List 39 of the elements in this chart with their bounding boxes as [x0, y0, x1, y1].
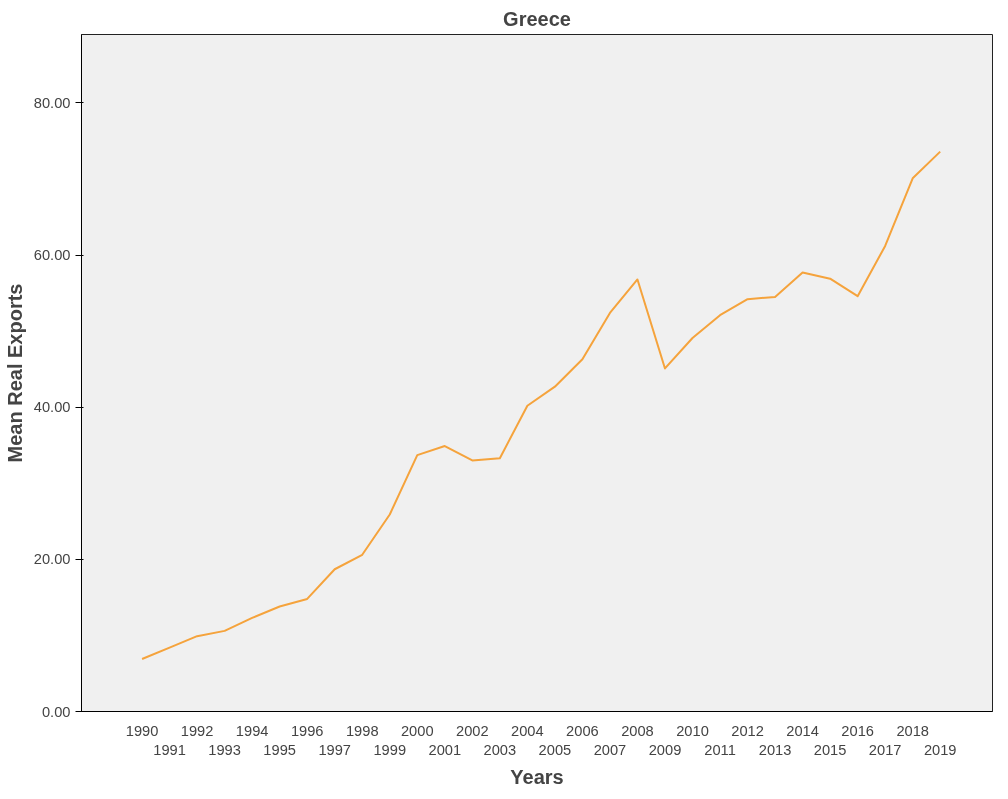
- chart-title: Greece: [503, 7, 571, 30]
- x-tick-label: 2013: [758, 741, 792, 758]
- x-tick-label: 2005: [538, 741, 572, 758]
- x-tick-label: 2009: [648, 741, 682, 758]
- x-tick-label: 2017: [868, 741, 902, 758]
- y-tick-label: 80.00: [33, 94, 71, 111]
- x-tick-label: 1991: [153, 741, 186, 758]
- x-tick-label: 2018: [896, 722, 929, 739]
- x-tick-label: 1992: [180, 722, 214, 739]
- x-tick-label: 2000: [400, 722, 434, 739]
- x-tick-label: 1999: [373, 741, 407, 758]
- x-tick-label: 1995: [263, 741, 296, 758]
- x-tick-label: 2014: [786, 722, 819, 739]
- x-tick-label: 2019: [923, 741, 957, 758]
- x-tick-label: 1990: [125, 722, 159, 739]
- x-tick-label: 2004: [511, 722, 544, 739]
- y-tick-label: 40.00: [33, 399, 71, 416]
- y-tick-label: 0.00: [41, 703, 71, 720]
- y-tick-label: 20.00: [33, 551, 71, 568]
- y-axis-title: Mean Real Exports: [3, 283, 26, 463]
- x-tick-label: 1997: [318, 741, 352, 758]
- x-tick-label: 2001: [428, 741, 462, 758]
- x-axis-title: Years: [510, 765, 564, 788]
- x-tick-label: 2008: [621, 722, 654, 739]
- x-tick-label: 1994: [235, 722, 269, 739]
- x-tick-label: 2002: [456, 722, 489, 739]
- x-tick-label: 2007: [593, 741, 627, 758]
- x-tick-label: 2016: [841, 722, 874, 739]
- x-tick-label: 2015: [813, 741, 847, 758]
- x-tick-label: 1996: [290, 722, 324, 739]
- y-tick-label: 60.00: [33, 247, 71, 264]
- x-tick-label: 2006: [566, 722, 599, 739]
- line-series: [141, 150, 942, 661]
- x-tick-label: 2010: [676, 722, 709, 739]
- x-tick-label: 2011: [704, 741, 736, 758]
- x-tick-label: 1998: [345, 722, 379, 739]
- x-tick-label: 1993: [208, 741, 241, 758]
- x-tick-label: 2012: [731, 722, 764, 739]
- x-tick-label: 2003: [483, 741, 517, 758]
